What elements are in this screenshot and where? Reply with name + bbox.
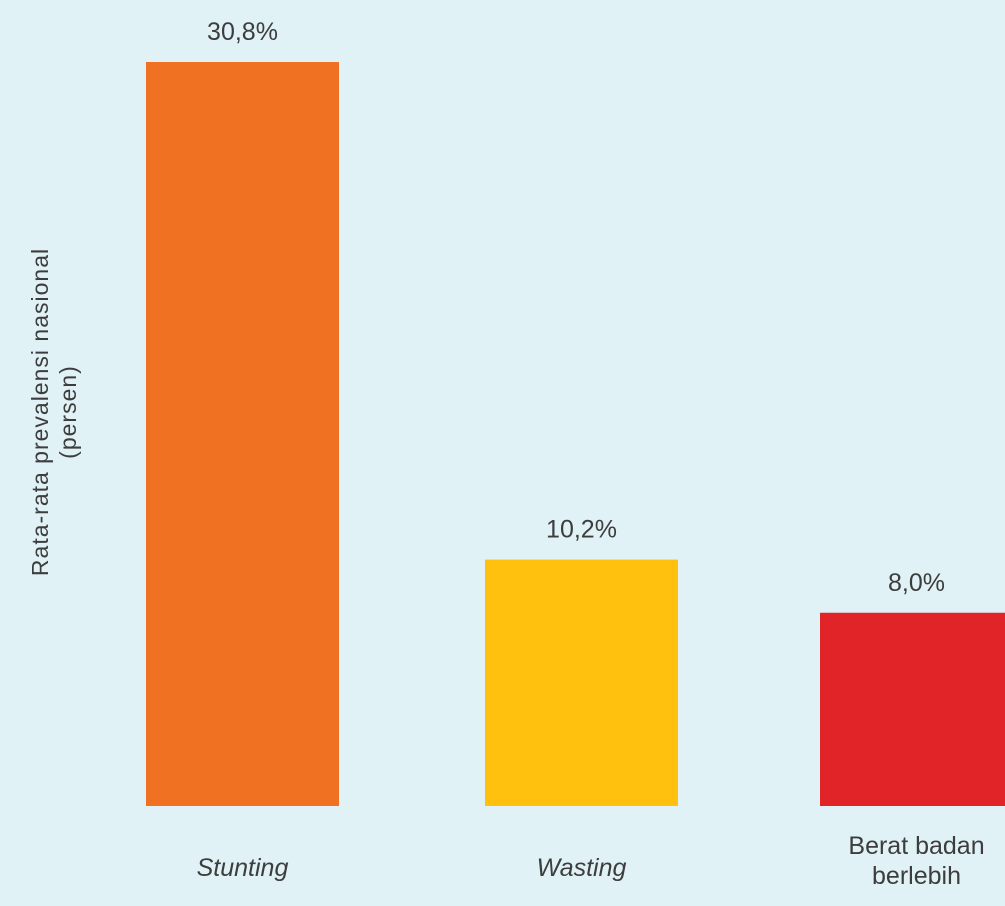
bar-3 [820,612,1005,806]
category-label-1: Stunting [197,854,289,882]
bar-2 [485,559,678,806]
category-label-3-line1: Berat badan [848,832,984,860]
category-label-3-line2: berlebih [872,862,961,890]
value-labels-group: 30,8% 10,2% 8,0% [207,18,945,597]
y-axis-label: Rata-rata prevalensi nasional (persen) [27,248,81,576]
bars-group [146,62,1005,806]
y-axis-label-line2: (persen) [55,365,81,459]
value-label-2: 10,2% [546,516,617,544]
y-axis-label-line1: Rata-rata prevalensi nasional [27,248,53,576]
value-label-1: 30,8% [207,18,278,46]
category-label-2: Wasting [537,854,627,882]
bar-1 [146,62,339,806]
value-label-3: 8,0% [888,569,945,597]
